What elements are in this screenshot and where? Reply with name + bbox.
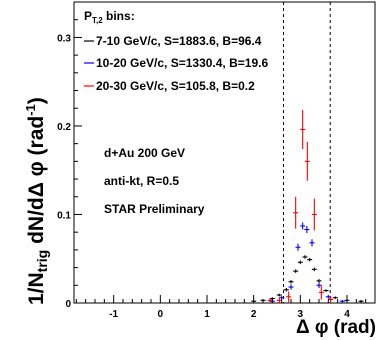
data-point-series-3 [286, 291, 292, 303]
data-markers [251, 110, 364, 303]
y-tick-label: 0.2 [57, 122, 71, 133]
data-point-series-2 [325, 295, 331, 299]
data-point-series-1 [302, 255, 308, 259]
data-point-series-1 [283, 287, 289, 292]
data-point-series-1 [307, 257, 313, 262]
data-point-series-2 [339, 299, 345, 303]
x-tick-label: 1 [204, 309, 210, 320]
data-point-series-1 [311, 267, 317, 272]
data-point-series-2 [295, 243, 301, 251]
x-tick-label: 4 [344, 309, 350, 320]
plot-border [73, 1, 376, 304]
data-point-series-1 [297, 260, 303, 265]
legend-title-sub: T,2 [92, 16, 103, 25]
x-tick-label: 2 [251, 309, 257, 320]
data-point-series-2 [316, 282, 322, 288]
data-point-series-3 [300, 110, 306, 149]
legend-title-main: P [84, 9, 92, 23]
data-point-series-3 [267, 298, 273, 303]
data-point-series-1 [332, 296, 338, 300]
data-point-series-3 [276, 297, 282, 303]
data-point-series-3 [328, 295, 334, 303]
x-tick-label: 3 [298, 309, 304, 320]
y-tick-label: 0.1 [57, 210, 71, 221]
plot-frame [73, 1, 376, 304]
x-tick-label: -1 [109, 309, 118, 320]
data-point-series-2 [288, 284, 294, 290]
data-point-series-1 [323, 289, 329, 292]
legend-entry-20-30: 20-30 GeV/c, S=105.8, B=0.2 [96, 79, 255, 93]
data-point-series-2 [279, 295, 285, 300]
data-point-series-3 [304, 141, 310, 181]
data-point-series-3 [293, 196, 299, 229]
legend-entry-10-20: 10-20 GeV/c, S=1330.4, B=19.6 [96, 56, 268, 70]
x-axis-title: Δ φ (rad) [296, 317, 376, 338]
legend-entry-7-10: 7-10 GeV/c, S=1883.6, B=96.4 [96, 34, 262, 48]
data-point-series-2 [304, 225, 310, 234]
axis-ticks: -1 0 1 2 3 4 0 0.1 0.2 0.3 [57, 1, 367, 320]
y-title-sup: -1 [23, 104, 38, 116]
data-point-series-2 [309, 239, 315, 247]
y-title-close: ) [25, 97, 48, 104]
annotation-preliminary: STAR Preliminary [104, 202, 205, 216]
y-tick-label: 0 [65, 299, 71, 310]
data-point-series-3 [311, 198, 317, 231]
y-axis-title: 1/Ntrig dN/dΔ φ (rad-1) [23, 97, 50, 305]
legend-title: PT,2 bins: [84, 9, 135, 25]
y-title-main: 1/N [25, 272, 48, 305]
y-title-sub: trig [34, 250, 50, 273]
data-point-series-1 [293, 269, 299, 273]
legend-title-rest: bins: [103, 9, 135, 23]
annotation-collision: d+Au 200 GeV [104, 146, 185, 160]
data-point-series-2 [300, 222, 306, 230]
x-tick-label: 0 [158, 309, 164, 320]
data-point-series-1 [276, 293, 282, 297]
data-point-series-1 [358, 299, 364, 303]
data-point-series-1 [288, 279, 294, 284]
y-title-rest: dN/dΔ φ (rad [25, 116, 48, 250]
annotation-jet-algorithm: anti-kt, R=0.5 [104, 174, 179, 188]
data-point-series-3 [318, 285, 324, 300]
data-point-series-1 [316, 279, 322, 283]
y-tick-label: 0.3 [57, 33, 71, 44]
legend: PT,2 bins: 7-10 GeV/c, S=1883.6, B=96.4 … [84, 9, 268, 93]
